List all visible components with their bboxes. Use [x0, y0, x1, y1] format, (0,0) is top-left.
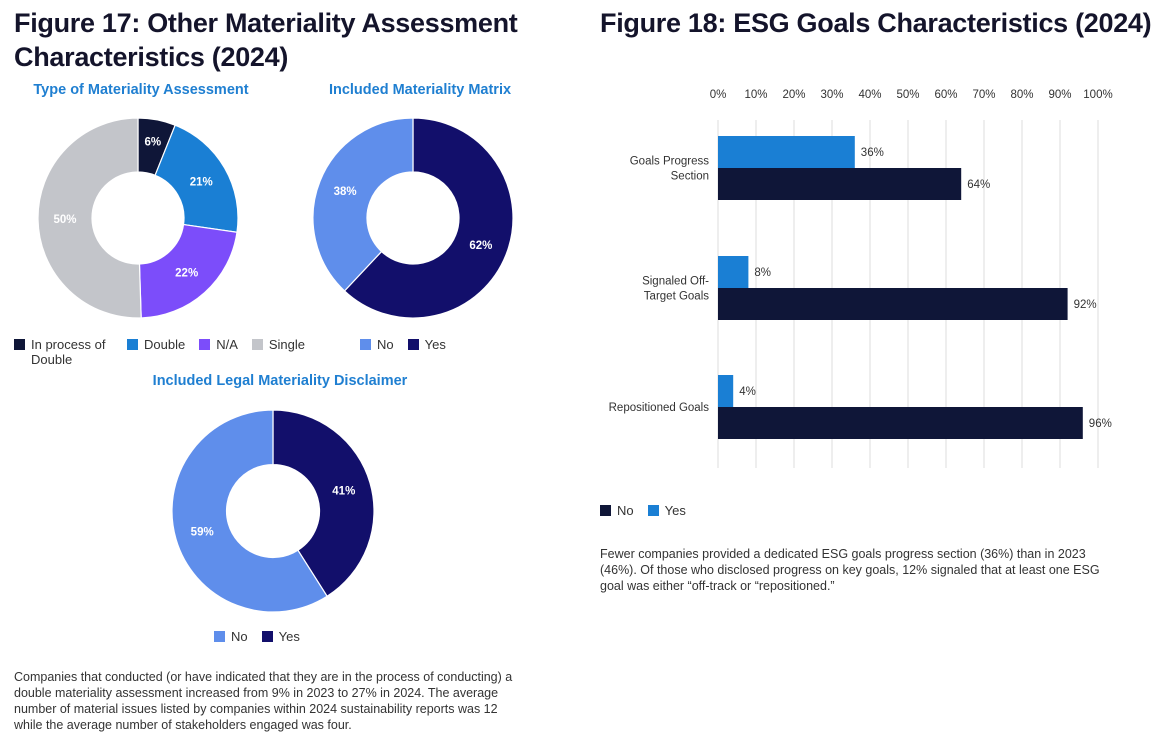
legend-label: N/A [216, 337, 238, 352]
bar-chart-esg-goals: 0% 10% 20% 30% 40% 50% 60% 70% 80% 90% 100% 36% 64% G… [609, 89, 1113, 468]
donut-label-in-process-of-double: 6% [144, 136, 161, 148]
x-tick-label: 50% [896, 89, 919, 101]
legend-label: Yes [424, 337, 446, 352]
legend-swatch [214, 631, 225, 642]
legend-item-n-a: N/A [199, 337, 238, 352]
legend-label: Double [144, 337, 186, 352]
x-tick-label: 80% [1010, 89, 1033, 101]
x-tick-label: 40% [858, 89, 881, 101]
x-tick-label: 20% [782, 89, 805, 101]
category-label: Goals Progress [630, 156, 710, 168]
x-tick-label: 60% [934, 89, 957, 101]
legend-label: No [617, 503, 634, 518]
donut-title-legal-disclaimer: Included Legal Materiality Disclaimer [152, 373, 408, 389]
donut-label-double: 21% [190, 177, 213, 189]
legend-item-yes: Yes [647, 503, 686, 518]
bar-no-goals-progress-section [718, 168, 962, 200]
donut-chart-type-of-assessment: 6% 21% 22% 50% [37, 117, 239, 319]
legend-swatch [261, 631, 273, 642]
legend-esg-goals: No Yes [600, 503, 700, 518]
legend-swatch [647, 505, 659, 516]
donut-slice-no [312, 117, 414, 292]
category-label: Signaled Off- [642, 276, 709, 288]
donut-label-single: 50% [53, 214, 76, 226]
x-tick-label: 0% [710, 89, 727, 101]
bar-value-label-no: 64% [967, 179, 990, 191]
x-tick-label: 70% [972, 89, 995, 101]
legend-item-yes: Yes [407, 337, 446, 352]
donut-slice-no [171, 409, 328, 613]
legend-swatch [127, 339, 138, 350]
bar-no-signaled-off-target-goals [718, 288, 1068, 320]
legend-materiality-matrix: No Yes [360, 337, 460, 352]
legend-label: In process of Double [31, 337, 106, 367]
donut-label-n-a: 22% [175, 267, 198, 279]
donut-label-no: 59% [191, 527, 214, 539]
category-label: Section [671, 171, 709, 183]
donut-slice-yes [343, 117, 514, 319]
legend-legal-disclaimer: No Yes [214, 629, 314, 644]
legend-item-single: Single [251, 337, 306, 352]
legend-swatch [407, 339, 419, 350]
legend-swatch [251, 339, 263, 350]
figure-17-caption: Companies that conducted (or have indica… [14, 670, 513, 732]
legend-label: Yes [664, 503, 686, 518]
legend-type-of-assessment: In process of Double Double N/A Single [14, 337, 334, 367]
legend-item-in-process-of-double: In process of Double [14, 337, 113, 367]
donut-title-materiality-matrix: Included Materiality Matrix [328, 82, 512, 98]
category-label: Repositioned Goals [609, 402, 710, 414]
donut-slice-n-a [138, 223, 238, 319]
donut-chart-materiality-matrix: 62% 38% [312, 117, 514, 319]
x-tick-label: 10% [744, 89, 767, 101]
bar-yes-signaled-off-target-goals [718, 256, 749, 288]
legend-label: No [377, 337, 394, 352]
donut-slice-yes [272, 409, 375, 598]
bar-yes-repositioned-goals [718, 375, 734, 407]
donut-label-yes: 62% [469, 240, 492, 252]
x-tick-label: 30% [820, 89, 843, 101]
legend-item-yes: Yes [261, 629, 300, 644]
donut-title-type-of-assessment: Type of Materiality Assessment [33, 82, 249, 98]
legend-item-double: Double [127, 337, 185, 352]
legend-swatch [360, 339, 371, 350]
legend-label: Single [268, 337, 306, 352]
donut-chart-legal-disclaimer: 41% 59% [171, 409, 375, 613]
figure-18-title: Figure 18: ESG Goals Characteristics (20… [600, 8, 1152, 38]
donut-label-yes: 41% [332, 485, 355, 497]
legend-swatch [199, 339, 211, 350]
donut-slice-single [37, 117, 142, 319]
donut-label-no: 38% [334, 186, 357, 198]
donut-slice-double [154, 124, 239, 233]
x-tick-label: 100% [1083, 89, 1112, 101]
category-label: Target Goals [644, 291, 709, 303]
bar-no-repositioned-goals [718, 407, 1083, 439]
legend-swatch [14, 339, 25, 350]
bar-value-label-yes: 36% [861, 147, 884, 159]
bar-value-label-no: 92% [1074, 299, 1097, 311]
bar-value-label-no: 96% [1089, 418, 1112, 430]
figure-17-title: Figure 17: Other Materiality Assessment … [14, 8, 518, 72]
figure-18-caption: Fewer companies provided a dedicated ESG… [600, 547, 1100, 593]
x-tick-label: 90% [1048, 89, 1071, 101]
bar-yes-goals-progress-section [718, 136, 855, 168]
bar-value-label-yes: 4% [739, 386, 756, 398]
legend-label: No [231, 629, 248, 644]
bar-value-label-yes: 8% [754, 267, 771, 279]
legend-item-no: No [600, 503, 634, 518]
legend-swatch [600, 505, 611, 516]
legend-item-no: No [214, 629, 248, 644]
legend-label: Yes [278, 629, 300, 644]
legend-item-no: No [360, 337, 394, 352]
